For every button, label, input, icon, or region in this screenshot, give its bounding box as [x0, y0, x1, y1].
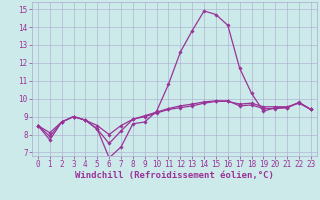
X-axis label: Windchill (Refroidissement éolien,°C): Windchill (Refroidissement éolien,°C) [75, 171, 274, 180]
